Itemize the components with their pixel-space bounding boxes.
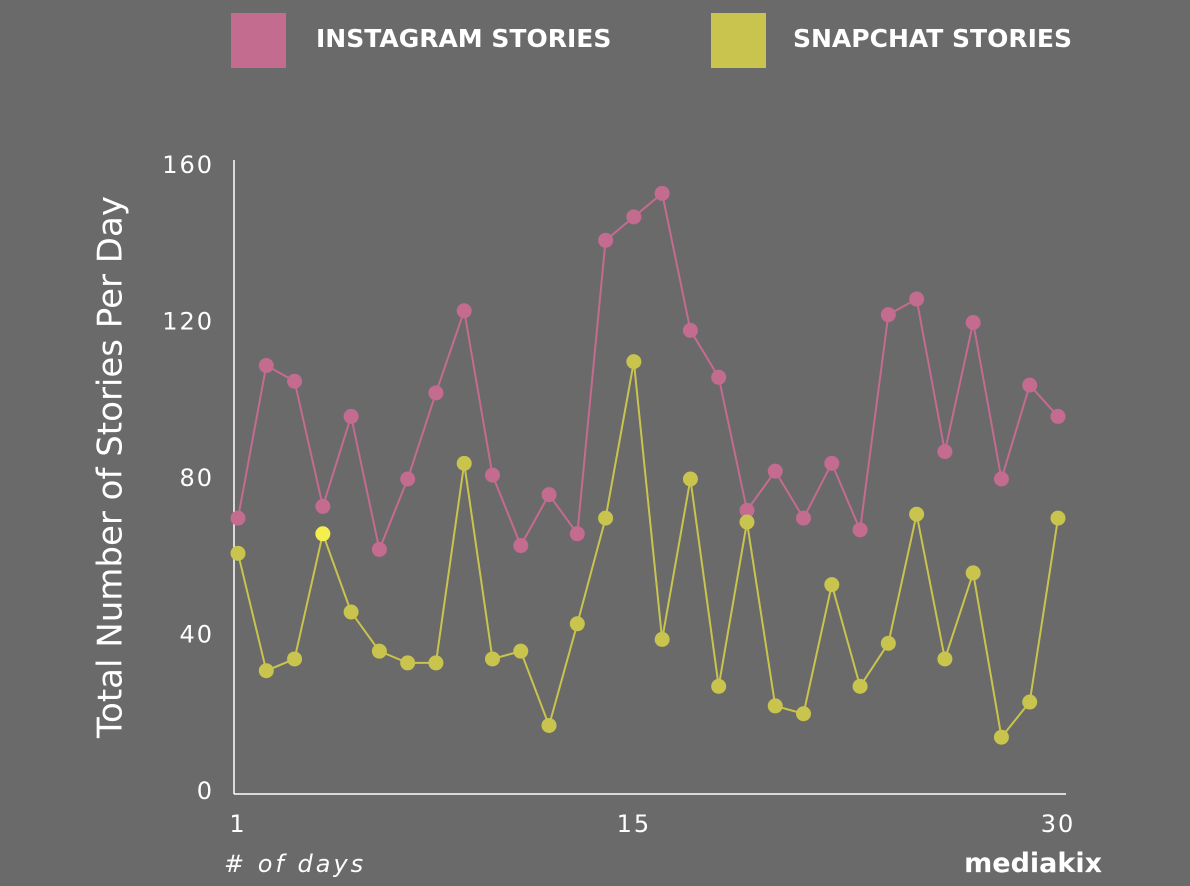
data-point	[1050, 408, 1066, 424]
data-point	[484, 651, 500, 667]
data-point	[315, 498, 331, 514]
series-line	[237, 361, 1059, 740]
y-axis-label: Total Number of Stories Per Day	[91, 196, 131, 739]
axes: 0 40 80 120 160 1 15 30	[162, 151, 1076, 838]
data-point	[739, 514, 755, 530]
data-point	[400, 655, 416, 671]
brand-logo: mediakix	[964, 848, 1102, 879]
data-point	[287, 373, 303, 389]
data-point	[880, 635, 896, 651]
data-point	[796, 510, 812, 526]
x-tick-label: 1	[229, 810, 246, 838]
data-point	[230, 510, 246, 526]
data-point	[993, 471, 1009, 487]
data-point	[965, 315, 981, 330]
data-point	[258, 663, 274, 679]
data-point	[1050, 510, 1066, 526]
data-point	[428, 655, 444, 671]
data-point	[993, 729, 1009, 745]
data-point	[371, 643, 387, 659]
data-point	[796, 706, 812, 722]
data-point	[513, 538, 529, 554]
data-point	[371, 541, 387, 557]
data-point	[1022, 694, 1038, 710]
data-point	[400, 471, 416, 487]
data-point	[569, 526, 585, 542]
data-point	[456, 455, 472, 471]
data-point	[965, 565, 981, 581]
data-point	[654, 631, 670, 647]
data-point	[230, 545, 246, 561]
data-point	[937, 651, 953, 667]
y-tick-label: 0	[197, 777, 214, 805]
data-point	[541, 717, 557, 733]
data-point	[909, 506, 925, 522]
legend-label: SNAPCHAT STORIES	[793, 24, 1072, 53]
x-tick-label: 30	[1041, 810, 1076, 838]
data-point	[569, 616, 585, 632]
legend-swatch	[231, 13, 286, 68]
data-point	[513, 643, 529, 659]
data-point	[626, 209, 642, 225]
data-point	[880, 307, 896, 323]
data-point	[626, 354, 642, 370]
data-point	[484, 467, 500, 483]
data-point	[343, 408, 359, 424]
y-tick-label: 160	[162, 151, 214, 179]
data-point	[909, 291, 925, 307]
series-line	[237, 191, 1059, 553]
y-tick-label: 80	[179, 464, 214, 492]
data-point	[1022, 377, 1038, 393]
data-point	[824, 577, 840, 593]
x-axis-label: # of days	[224, 850, 366, 878]
data-point	[852, 522, 868, 538]
data-point	[682, 322, 698, 338]
y-tick-label: 120	[162, 308, 214, 336]
data-point	[824, 455, 840, 471]
series-lines	[237, 191, 1059, 740]
data-point	[739, 502, 755, 518]
data-point	[598, 232, 614, 248]
data-point	[343, 604, 359, 620]
data-point	[937, 444, 953, 460]
data-point	[541, 487, 557, 503]
data-point	[428, 385, 444, 401]
data-point	[598, 510, 614, 526]
data-point	[315, 526, 331, 542]
data-point	[654, 185, 670, 201]
data-point	[711, 678, 727, 694]
y-tick-label: 40	[179, 621, 214, 649]
data-point	[456, 303, 472, 319]
data-point	[682, 471, 698, 487]
data-point	[711, 369, 727, 385]
x-tick-label: 15	[617, 810, 652, 838]
data-point	[852, 678, 868, 694]
legend-label: INSTAGRAM STORIES	[316, 24, 611, 53]
data-point	[767, 463, 783, 479]
legend-swatch	[711, 13, 766, 68]
data-point	[767, 698, 783, 714]
data-point	[287, 651, 303, 667]
series-points	[230, 185, 1066, 745]
legend: INSTAGRAM STORIES SNAPCHAT STORIES	[231, 13, 1072, 68]
data-point	[258, 358, 274, 374]
